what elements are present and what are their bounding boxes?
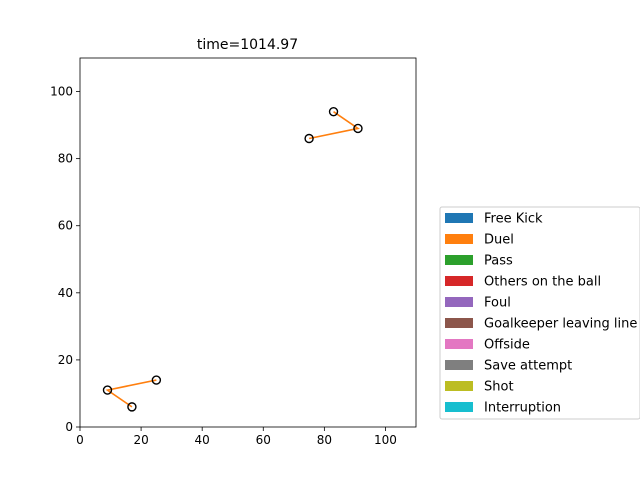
chart-title: time=1014.97 <box>197 37 298 53</box>
legend-label: Foul <box>484 296 511 311</box>
y-tick-label: 20 <box>58 353 73 367</box>
legend-swatch <box>445 276 473 286</box>
data-point <box>328 106 339 117</box>
legend-label: Pass <box>484 254 513 269</box>
legend-swatch <box>445 213 473 223</box>
legend-label: Goalkeeper leaving line <box>484 317 637 332</box>
y-tick-label: 60 <box>58 219 73 233</box>
y-tick-label: 40 <box>58 286 73 300</box>
data-point <box>304 133 314 144</box>
legend-label: Free Kick <box>484 212 543 227</box>
x-tick-label: 80 <box>317 433 332 447</box>
connection-line <box>308 111 360 140</box>
legend-label: Shot <box>484 380 514 395</box>
data-point <box>102 385 113 395</box>
legend-label: Offside <box>484 338 530 353</box>
legend-swatch <box>445 297 473 307</box>
y-tick-label: 0 <box>65 420 73 434</box>
legend-swatch <box>445 234 473 244</box>
connection-line <box>105 379 157 408</box>
data-point <box>151 375 162 385</box>
data-point <box>127 402 137 412</box>
plot-frame <box>79 57 417 428</box>
legend-swatch <box>445 360 473 370</box>
legend-swatch <box>445 318 473 328</box>
legend-label: Others on the ball <box>484 275 601 290</box>
y-tick-label: 80 <box>58 152 73 166</box>
x-tick-label: 20 <box>133 433 148 447</box>
x-tick-label: 40 <box>195 433 210 447</box>
plot-area: 0 20 40 60 80 100 0 20 40 60 80 100 <box>50 57 417 447</box>
data-point <box>353 123 363 134</box>
legend-swatch <box>445 402 473 412</box>
legend-label: Interruption <box>484 401 561 416</box>
legend-swatch <box>445 381 473 391</box>
legend-label: Duel <box>484 233 514 248</box>
x-tick-label: 100 <box>374 433 397 447</box>
legend-label: Save attempt <box>484 359 572 374</box>
x-tick-label: 60 <box>256 433 271 447</box>
y-tick-label: 100 <box>50 85 73 99</box>
x-tick-label: 0 <box>76 433 84 447</box>
legend-frame <box>439 206 640 420</box>
legend-swatch <box>445 255 473 265</box>
legend-swatch <box>445 339 473 349</box>
legend: Free Kick Duel Pass Others on the ball Foul G… <box>439 206 640 420</box>
